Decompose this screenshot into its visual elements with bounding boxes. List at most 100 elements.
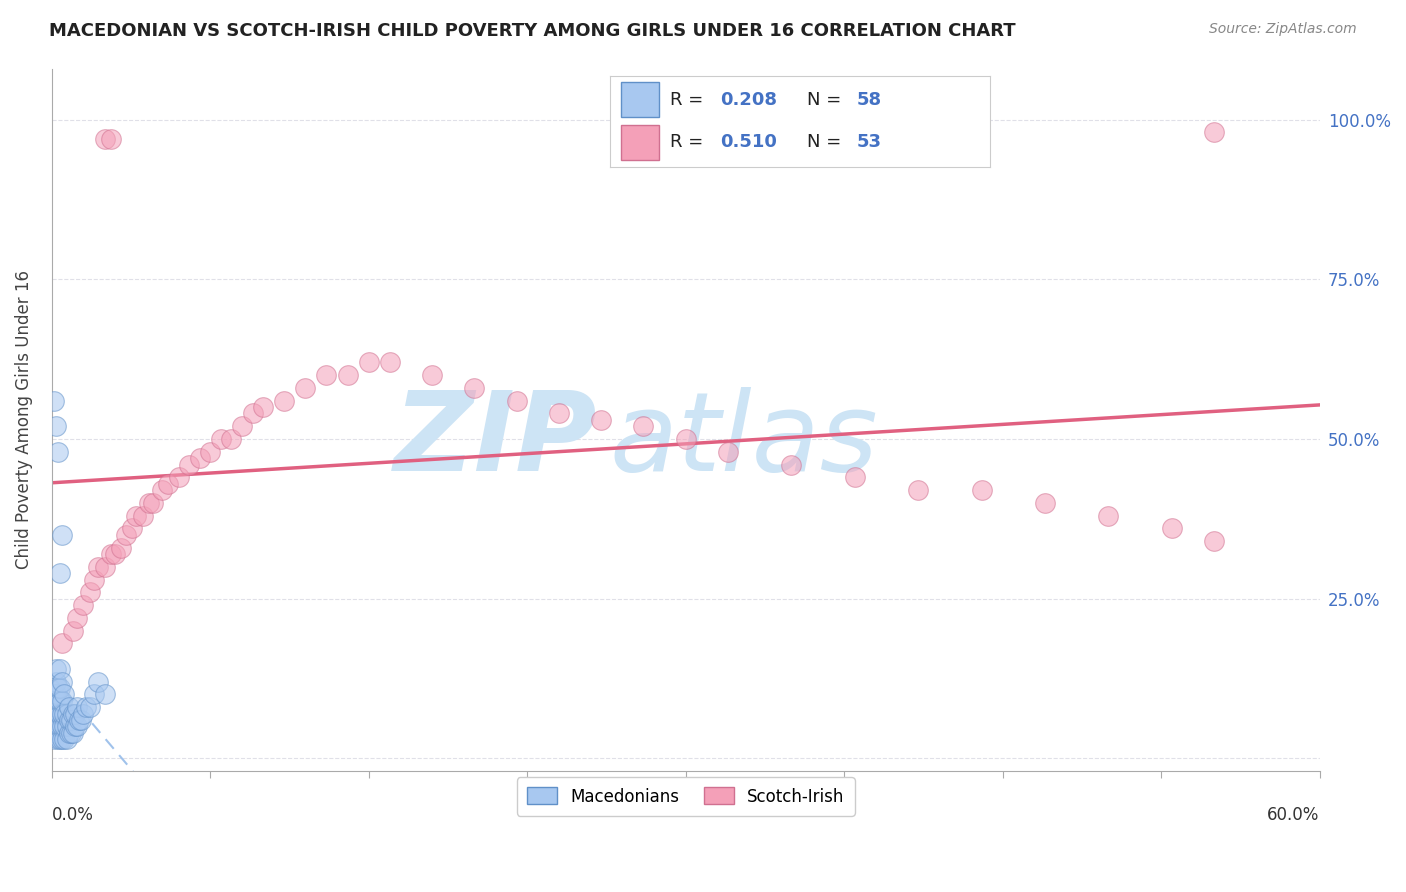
Point	[51, 719, 73, 733]
Point	[104, 547, 127, 561]
Point	[221, 432, 243, 446]
Point	[121, 521, 143, 535]
Point	[67, 713, 90, 727]
Point	[93, 559, 115, 574]
Point	[42, 688, 65, 702]
Point	[55, 732, 77, 747]
Point	[252, 400, 274, 414]
Point	[125, 508, 148, 523]
Legend: Macedonians, Scotch-Irish: Macedonians, Scotch-Irish	[516, 777, 855, 815]
Point	[717, 444, 740, 458]
Point	[51, 636, 73, 650]
Point	[45, 674, 67, 689]
Point	[780, 458, 803, 472]
Point	[110, 541, 132, 555]
Point	[58, 726, 80, 740]
Point	[75, 700, 97, 714]
Point	[100, 547, 122, 561]
Point	[58, 713, 80, 727]
Point	[45, 713, 67, 727]
Point	[46, 732, 69, 747]
Point	[844, 470, 866, 484]
Text: 0.0%: 0.0%	[52, 806, 94, 824]
Text: Source: ZipAtlas.com: Source: ZipAtlas.com	[1209, 22, 1357, 37]
Point	[463, 381, 485, 395]
Point	[42, 732, 65, 747]
Text: atlas: atlas	[610, 387, 879, 494]
Point	[70, 713, 93, 727]
Point	[675, 432, 697, 446]
Point	[188, 451, 211, 466]
Point	[46, 719, 69, 733]
Point	[51, 674, 73, 689]
Text: ZIP: ZIP	[394, 387, 598, 494]
Point	[83, 573, 105, 587]
Point	[72, 706, 94, 721]
Point	[1202, 534, 1225, 549]
Point	[156, 476, 179, 491]
Point	[58, 700, 80, 714]
Point	[62, 706, 84, 721]
Point	[45, 700, 67, 714]
Point	[970, 483, 993, 497]
Point	[131, 508, 153, 523]
Point	[100, 132, 122, 146]
Point	[907, 483, 929, 497]
Point	[45, 419, 67, 434]
Text: MACEDONIAN VS SCOTCH-IRISH CHILD POVERTY AMONG GIRLS UNDER 16 CORRELATION CHART: MACEDONIAN VS SCOTCH-IRISH CHILD POVERTY…	[49, 22, 1015, 40]
Point	[66, 719, 89, 733]
Point	[49, 681, 72, 695]
Point	[138, 496, 160, 510]
Point	[59, 726, 82, 740]
Point	[79, 585, 101, 599]
Point	[357, 355, 380, 369]
Point	[49, 732, 72, 747]
Point	[1033, 496, 1056, 510]
Point	[336, 368, 359, 383]
Point	[53, 719, 76, 733]
Point	[51, 732, 73, 747]
Point	[79, 700, 101, 714]
Point	[87, 559, 110, 574]
Point	[45, 662, 67, 676]
Point	[200, 444, 222, 458]
Point	[142, 496, 165, 510]
Point	[93, 132, 115, 146]
Point	[294, 381, 316, 395]
Point	[72, 598, 94, 612]
Point	[63, 706, 86, 721]
Point	[51, 706, 73, 721]
Point	[273, 393, 295, 408]
Point	[42, 393, 65, 408]
Point	[63, 719, 86, 733]
Point	[46, 681, 69, 695]
Point	[1097, 508, 1119, 523]
Point	[591, 413, 613, 427]
Point	[49, 694, 72, 708]
Point	[42, 719, 65, 733]
Y-axis label: Child Poverty Among Girls Under 16: Child Poverty Among Girls Under 16	[15, 270, 32, 569]
Point	[66, 611, 89, 625]
Point	[45, 688, 67, 702]
Point	[505, 393, 527, 408]
Point	[53, 706, 76, 721]
Point	[167, 470, 190, 484]
Point	[49, 706, 72, 721]
Point	[633, 419, 655, 434]
Point	[150, 483, 173, 497]
Point	[53, 688, 76, 702]
Point	[242, 406, 264, 420]
Point	[42, 706, 65, 721]
Point	[51, 528, 73, 542]
Point	[231, 419, 253, 434]
Point	[378, 355, 401, 369]
Point	[49, 662, 72, 676]
Point	[55, 719, 77, 733]
Point	[46, 444, 69, 458]
Point	[83, 688, 105, 702]
Point	[42, 700, 65, 714]
Point	[46, 694, 69, 708]
Point	[1160, 521, 1182, 535]
Point	[51, 694, 73, 708]
Point	[46, 706, 69, 721]
